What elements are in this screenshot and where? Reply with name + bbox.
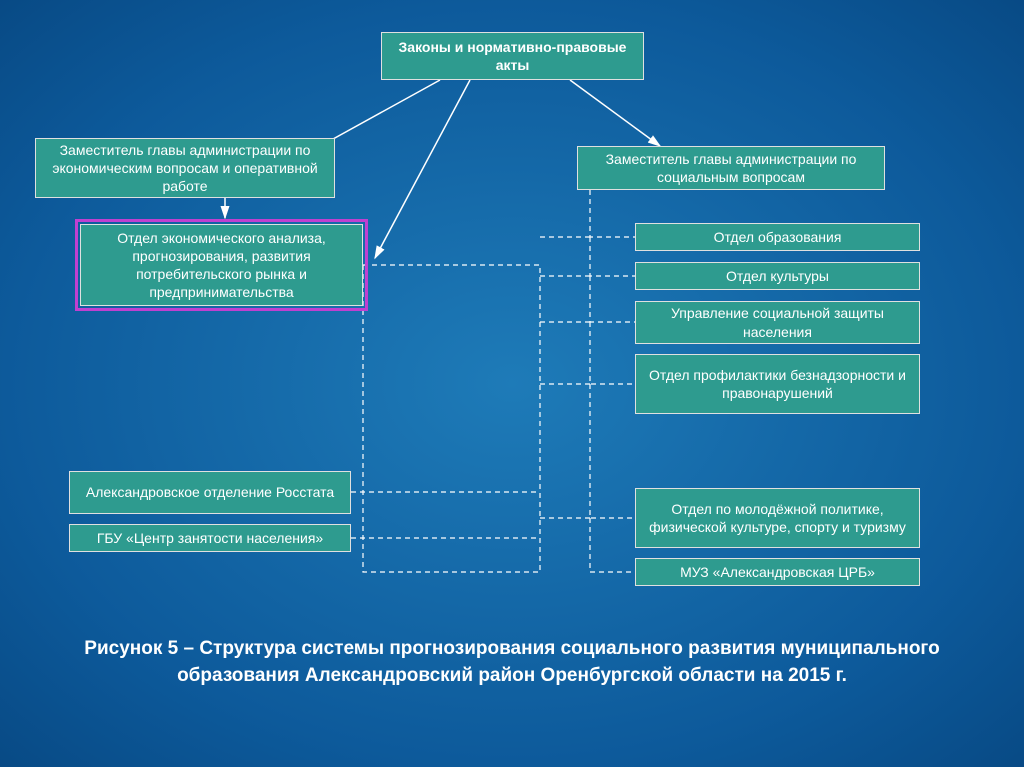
- node-r_soc: Управление социальной защиты населения: [635, 301, 920, 344]
- node-top: Законы и нормативно-правовые акты: [381, 32, 644, 80]
- node-r_hosp: МУЗ «Александровская ЦРБ»: [635, 558, 920, 586]
- node-left_dep: Заместитель главы администрации по эконо…: [35, 138, 335, 198]
- node-left_dept: Отдел экономического анализа, прогнозиро…: [80, 224, 363, 306]
- node-r_edu: Отдел образования: [635, 223, 920, 251]
- node-r_prev: Отдел профилактики безнадзорности и прав…: [635, 354, 920, 414]
- figure-caption: Рисунок 5 – Структура системы прогнозиро…: [62, 636, 962, 689]
- node-right_dep: Заместитель главы администрации по социа…: [577, 146, 885, 190]
- node-left_employ: ГБУ «Центр занятости населения»: [69, 524, 351, 552]
- node-r_cult: Отдел культуры: [635, 262, 920, 290]
- node-left_rosstat: Александровское отделение Росстата: [69, 471, 351, 514]
- node-r_youth: Отдел по молодёжной политике, физической…: [635, 488, 920, 548]
